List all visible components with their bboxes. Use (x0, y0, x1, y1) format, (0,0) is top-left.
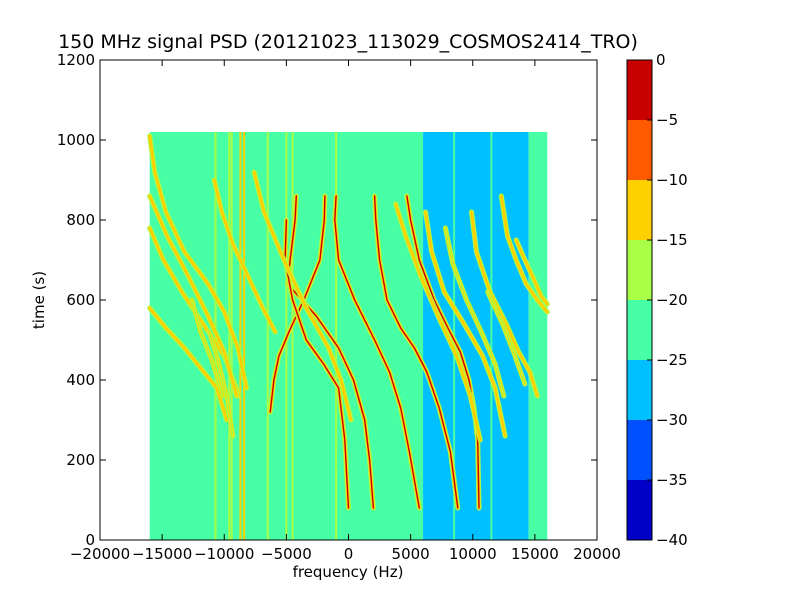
y-tick-label: 0 (85, 531, 95, 549)
colorbar-cell (627, 420, 652, 480)
colorbar-tick-label: 0 (656, 51, 666, 69)
signal-trace (487, 291, 526, 385)
colorbar-tick-label: −35 (656, 471, 688, 489)
signal-trace (424, 211, 506, 437)
x-tick-label: 15000 (511, 545, 559, 563)
colorbar-cell (627, 120, 652, 180)
colorbar-tick-label: −15 (656, 231, 688, 249)
y-axis: 0 200 400 600 800 1000 1200 (57, 51, 597, 549)
colorbar-cell (627, 60, 652, 120)
signal-trace (149, 135, 248, 389)
x-tick-label: −20000 (70, 545, 130, 563)
x-tick-label: 5000 (392, 545, 430, 563)
x-tick-label: 20000 (573, 545, 621, 563)
heatmap (147, 132, 550, 540)
x-tick-label: −15000 (132, 545, 192, 563)
signal-trace (395, 203, 481, 441)
x-tick-label: 0 (344, 545, 354, 563)
x-tick-label: −5000 (261, 545, 312, 563)
y-axis-label: time (s) (30, 271, 48, 329)
colorbar-ticks: 0 −5 −10 −15 −20 −25 −30 −35 −40 (647, 51, 688, 549)
x-axis-label: frequency (Hz) (293, 563, 404, 581)
signal-trace (444, 227, 505, 397)
signal-trace (213, 179, 276, 333)
signal-trace (500, 195, 548, 313)
colorbar-cell (627, 480, 652, 540)
y-tick-label: 400 (66, 371, 95, 389)
x-tick-label: −10000 (194, 545, 254, 563)
signal-trace (149, 195, 238, 397)
signal-trace (191, 299, 224, 397)
colorbar-tick-label: −10 (656, 171, 688, 189)
chart-title: 150 MHz signal PSD (20121023_113029_COSM… (58, 31, 638, 53)
signal-trace (373, 195, 459, 509)
y-tick-label: 1200 (57, 51, 95, 69)
colorbar-cell (627, 240, 652, 300)
colorbar-cell (627, 180, 652, 240)
y-tick-label: 600 (66, 291, 95, 309)
x-axis: −20000 −15000 −10000 −5000 0 5000 10000 15000 20… (70, 60, 621, 563)
x-tick-label: 10000 (449, 545, 497, 563)
y-tick-label: 200 (66, 451, 95, 469)
colorbar-cell (627, 360, 652, 420)
y-tick-label: 1000 (57, 131, 95, 149)
signal-trace (515, 239, 548, 305)
colorbar-tick-label: −30 (656, 411, 688, 429)
signal-trace (149, 307, 228, 421)
plot-area: −20000 −15000 −10000 −5000 0 5000 10000 15000 20… (57, 51, 621, 563)
colorbar-tick-label: −5 (656, 111, 678, 129)
signal-trace (470, 211, 539, 397)
colorbar-tick-label: −40 (656, 531, 688, 549)
colorbar-cells (627, 60, 652, 540)
signal-trace (208, 331, 234, 437)
signal-trace (286, 195, 375, 509)
colorbar-tick-label: −25 (656, 351, 688, 369)
colorbar-tick-label: −20 (656, 291, 688, 309)
psd-region (528, 132, 548, 540)
signal-trace (253, 171, 352, 421)
y-tick-label: 800 (66, 211, 95, 229)
signal-trace (334, 195, 420, 509)
colorbar: 0 −5 −10 −15 −20 −25 −30 −35 −40 (626, 51, 688, 549)
colorbar-cell (627, 300, 652, 360)
